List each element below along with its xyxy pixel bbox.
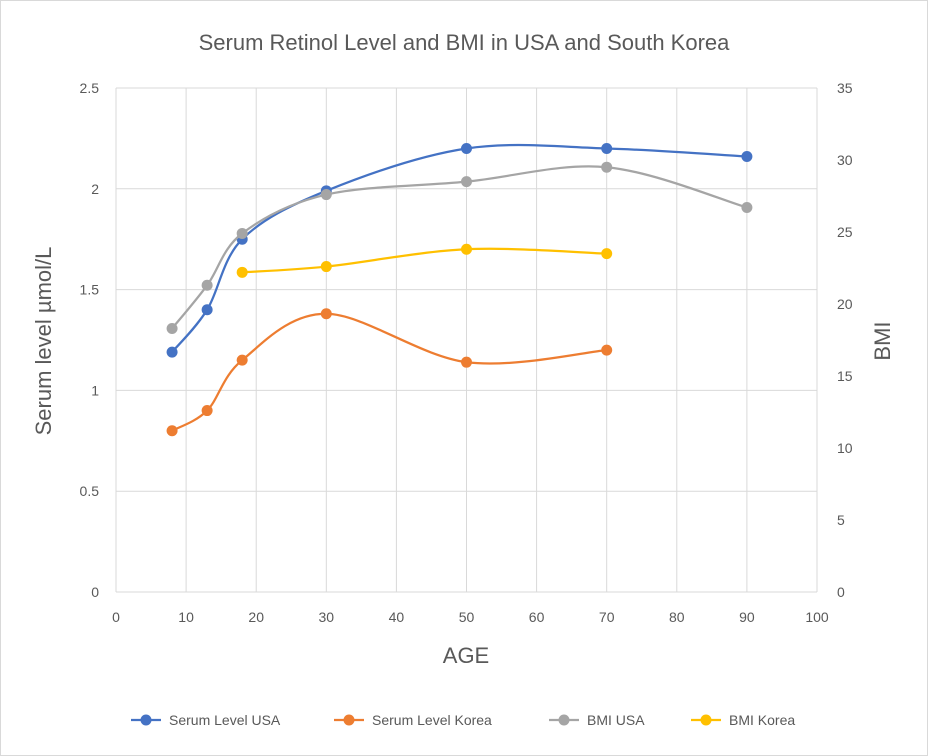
data-point <box>166 425 178 437</box>
y2-tick-label: 10 <box>837 440 853 456</box>
x-tick-label: 30 <box>319 609 335 625</box>
legend-label: Serum Level Korea <box>372 712 492 728</box>
legend-item: Serum Level USA <box>131 712 281 728</box>
y2-tick-label: 15 <box>837 368 853 384</box>
data-point <box>601 344 613 356</box>
chart-title: Serum Retinol Level and BMI in USA and S… <box>199 30 731 55</box>
data-point <box>461 356 472 368</box>
legend-marker <box>700 714 712 726</box>
legend: Serum Level USA Serum Level Korea BMI USA B… <box>131 712 795 728</box>
y2-axis-title: BMI <box>870 321 895 360</box>
series-line <box>241 247 608 274</box>
series-2 <box>166 161 753 334</box>
x-tick-label: 20 <box>248 609 264 625</box>
y-tick-label: 2 <box>91 181 99 197</box>
x-tick-labels: 0 10 20 30 40 50 60 70 80 90 100 <box>112 609 829 625</box>
data-point <box>601 248 613 260</box>
data-point <box>741 151 753 163</box>
x-axis-title: AGE <box>443 643 489 668</box>
y-tick-label: 2.5 <box>80 80 100 96</box>
legend-marker <box>558 714 570 726</box>
x-tick-label: 80 <box>669 609 685 625</box>
series-lines <box>166 142 753 437</box>
legend-item: BMI Korea <box>691 712 795 728</box>
y2-tick-label: 30 <box>837 152 853 168</box>
data-point <box>741 202 753 214</box>
legend-label: BMI Korea <box>729 712 795 728</box>
y2-tick-label: 0 <box>837 584 845 600</box>
y2-tick-label: 25 <box>837 224 853 240</box>
x-tick-label: 10 <box>178 609 194 625</box>
data-point <box>166 346 178 358</box>
data-point <box>461 142 472 154</box>
legend-item: BMI USA <box>549 712 645 728</box>
legend-item: Serum Level Korea <box>334 712 492 728</box>
data-point <box>320 308 332 320</box>
y-tick-label: 0 <box>91 584 99 600</box>
y2-tick-label: 20 <box>837 296 853 312</box>
data-point <box>236 266 248 278</box>
data-point <box>320 189 332 201</box>
legend-label: BMI USA <box>587 712 645 728</box>
series-line <box>170 312 608 432</box>
x-tick-label: 100 <box>805 609 829 625</box>
series-line <box>170 165 749 330</box>
y-tick-label: 1.5 <box>80 282 100 298</box>
x-tick-label: 60 <box>529 609 545 625</box>
x-tick-label: 40 <box>389 609 405 625</box>
x-tick-label: 90 <box>739 609 755 625</box>
data-point <box>320 261 332 273</box>
data-point <box>201 405 213 417</box>
y-tick-label: 1 <box>91 382 99 398</box>
series-1 <box>166 308 613 437</box>
data-point <box>201 304 213 316</box>
x-tick-label: 50 <box>459 609 475 625</box>
data-point <box>461 243 472 255</box>
legend-marker <box>343 714 355 726</box>
legend-label: Serum Level USA <box>169 712 281 728</box>
data-point <box>601 142 613 154</box>
y-tick-label: 0.5 <box>80 483 100 499</box>
data-point <box>201 279 213 291</box>
y-tick-labels: 0 0.5 1 1.5 2 2.5 <box>80 80 100 600</box>
series-3 <box>236 243 613 278</box>
gridlines <box>115 87 818 593</box>
data-point <box>461 176 472 188</box>
data-point <box>236 227 248 239</box>
y2-tick-labels: 0 5 10 15 20 25 30 35 <box>837 80 853 600</box>
data-point <box>166 322 178 334</box>
y2-tick-label: 5 <box>837 512 845 528</box>
x-tick-label: 0 <box>112 609 120 625</box>
x-tick-label: 70 <box>599 609 615 625</box>
data-point <box>601 161 613 173</box>
y-axis-title: Serum level µmol/L <box>31 247 56 436</box>
legend-marker <box>140 714 152 726</box>
y2-tick-label: 35 <box>837 80 853 96</box>
data-point <box>236 354 248 366</box>
